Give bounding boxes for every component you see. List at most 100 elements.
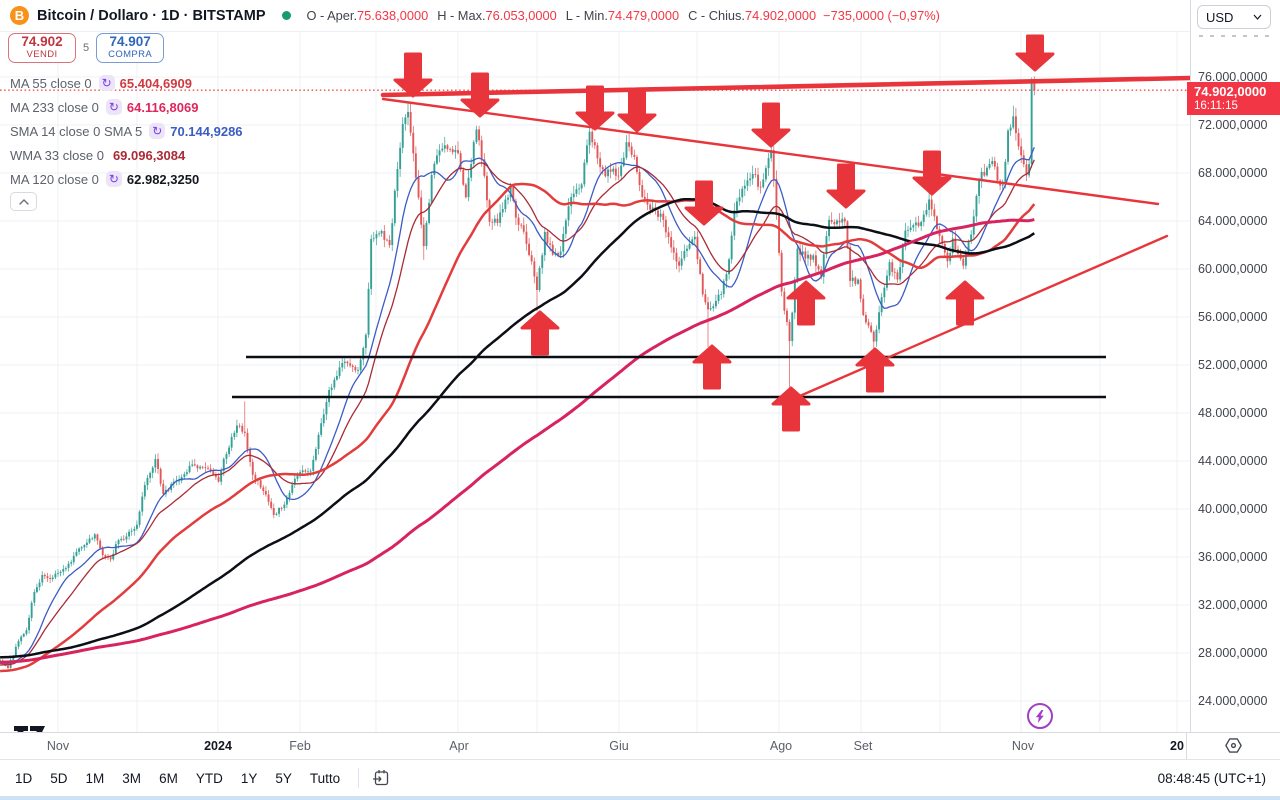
ohlc-high-label: H - Max. xyxy=(437,8,486,23)
annotation-arrow-up[interactable] xyxy=(771,386,811,432)
annotation-arrow-up[interactable] xyxy=(855,347,895,393)
ma-line-sma-14 xyxy=(0,147,1035,665)
trade-widget: 74.902 VENDI 5 74.907 COMPRA xyxy=(8,33,165,63)
range-button-6m[interactable]: 6M xyxy=(150,766,187,791)
buy-button[interactable]: 74.907 COMPRA xyxy=(96,33,165,63)
sell-price: 74.902 xyxy=(21,34,63,50)
annotation-arrow-down[interactable] xyxy=(460,72,500,118)
annotation-arrow-up[interactable] xyxy=(786,280,826,326)
calendar-arrow-icon xyxy=(373,770,389,786)
indicator-row-3[interactable]: SMA 14 close 0 SMA 5 ↻ 70.144,9286 xyxy=(10,119,243,143)
price-axis-label: 68.000,0000 xyxy=(1198,165,1268,180)
indicator-label: WMA 33 close 0 xyxy=(10,147,104,163)
bottom-toolbar: 1D 5D 1M 3M 6M YTD 1Y 5Y Tutto 08:48:45 (UTC+1) xyxy=(0,759,1280,796)
drawing-annotations xyxy=(0,34,1190,432)
price-axis-label: 60.000,0000 xyxy=(1198,261,1268,276)
market-open-dot xyxy=(281,11,291,20)
sell-button[interactable]: 74.902 VENDI xyxy=(8,33,76,63)
currency-dropdown[interactable]: USD xyxy=(1197,5,1271,29)
annotation-arrow-down[interactable] xyxy=(751,102,791,148)
indicator-value: 70.144,9286 xyxy=(170,123,243,139)
bottom-accent-strip xyxy=(0,796,1280,800)
range-button-5d[interactable]: 5D xyxy=(41,766,76,791)
legend-collapse-button[interactable] xyxy=(10,192,37,211)
annotation-arrow-down[interactable] xyxy=(617,87,657,133)
bitcoin-icon: B xyxy=(10,6,29,25)
price-axis[interactable]: USD 76.000,0000 72.000,0000 68.000,0000 64.… xyxy=(1187,0,1280,732)
ohlc-item-open: O - Aper.75.638,0000 xyxy=(307,8,429,23)
time-axis-label: 20 xyxy=(1170,739,1184,753)
boost-lightning-badge[interactable] xyxy=(1027,703,1053,729)
time-axis[interactable]: Nov 2024 Feb Apr Giu Ago Set Nov 20 xyxy=(0,732,1280,759)
go-to-date-button[interactable] xyxy=(368,765,394,791)
chart-settings-button[interactable] xyxy=(1222,736,1244,758)
ma-line-wma-33 xyxy=(0,159,1035,666)
indicator-value: 65.404,6909 xyxy=(119,75,192,91)
annotation-arrow-down[interactable] xyxy=(684,180,724,226)
refresh-icon[interactable]: ↻ xyxy=(105,171,122,187)
annotation-arrow-down[interactable] xyxy=(826,163,866,209)
annotation-arrow-down[interactable] xyxy=(912,150,952,196)
chevron-down-icon xyxy=(1253,14,1262,20)
ma-line-ma-233 xyxy=(0,218,1035,664)
time-axis-label: Nov xyxy=(46,739,70,753)
range-button-tutto[interactable]: Tutto xyxy=(301,766,349,791)
indicator-legend: MA 55 close 0 ↻ 65.404,6909 MA 233 close 0 ↻… xyxy=(10,71,243,191)
time-axis-label: Ago xyxy=(769,739,793,753)
currency-label: USD xyxy=(1206,9,1234,25)
indicator-row-2[interactable]: MA 233 close 0 ↻ 64.116,8069 xyxy=(10,95,243,119)
time-axis-label: Set xyxy=(853,739,873,753)
descending-trendline[interactable] xyxy=(381,97,1160,206)
indicator-label: SMA 14 close 0 SMA 5 xyxy=(10,123,143,139)
time-axis-label: Apr xyxy=(449,739,469,753)
ohlc-low-value: 74.479,0000 xyxy=(607,8,680,23)
chart-header: B Bitcoin / Dollaro · 1D · BITSTAMP O - … xyxy=(0,0,1190,32)
price-axis-label: 48.000,0000 xyxy=(1198,405,1268,420)
range-button-5y[interactable]: 5Y xyxy=(266,766,301,791)
flat-top-resistance-line[interactable] xyxy=(380,75,1190,98)
range-button-1y[interactable]: 1Y xyxy=(232,766,267,791)
annotation-arrow-down[interactable] xyxy=(393,52,433,98)
ohlc-item-low: L - Min.74.479,0000 xyxy=(566,8,679,23)
lightning-icon xyxy=(1035,709,1044,723)
annotation-arrow-down[interactable] xyxy=(575,85,615,131)
range-button-ytd[interactable]: YTD xyxy=(187,766,232,791)
buy-price: 74.907 xyxy=(109,34,151,50)
annotation-arrow-up[interactable] xyxy=(692,344,732,390)
ohlc-high-value: 76.053,0000 xyxy=(485,8,557,23)
ascending-trendline[interactable] xyxy=(784,234,1169,404)
ohlc-close-label: C - Chius. xyxy=(688,8,745,23)
date-range-buttons: 1D 5D 1M 3M 6M YTD 1Y 5Y Tutto xyxy=(6,766,349,791)
range-button-1m[interactable]: 1M xyxy=(77,766,114,791)
axis-scroll-handle[interactable] xyxy=(1199,35,1269,37)
price-axis-label: 56.000,0000 xyxy=(1198,309,1268,324)
range-button-3m[interactable]: 3M xyxy=(113,766,150,791)
ma-line-ma-55 xyxy=(0,182,1036,673)
price-axis-label: 64.000,0000 xyxy=(1198,213,1268,228)
refresh-icon[interactable]: ↻ xyxy=(149,123,166,139)
current-price-label: 74.902,0000 16:11:15 xyxy=(1187,82,1280,116)
time-axis-label: Nov xyxy=(1011,739,1035,753)
annotation-arrow-up[interactable] xyxy=(945,280,985,326)
indicator-row-4[interactable]: WMA 33 close 0 69.096,3084 xyxy=(10,143,243,167)
refresh-icon[interactable]: ↻ xyxy=(98,75,115,91)
spread-value: 5 xyxy=(83,42,90,54)
gear-icon xyxy=(1224,738,1242,753)
indicator-row-5[interactable]: MA 120 close 0 ↻ 62.982,3250 xyxy=(10,167,243,191)
price-axis-label: 32.000,0000 xyxy=(1198,597,1268,612)
annotation-arrow-down[interactable] xyxy=(1015,34,1055,72)
indicator-row-1[interactable]: MA 55 close 0 ↻ 65.404,6909 xyxy=(10,71,243,95)
price-axis-label: 36.000,0000 xyxy=(1198,549,1268,564)
ohlc-item-close: C - Chius.74.902,0000 xyxy=(688,8,816,23)
time-axis-label: Feb xyxy=(289,739,311,753)
price-chart-canvas[interactable] xyxy=(0,0,1190,732)
refresh-icon[interactable]: ↻ xyxy=(105,99,122,115)
ohlc-item-high: H - Max.76.053,0000 xyxy=(437,8,557,23)
range-button-1d[interactable]: 1D xyxy=(6,766,41,791)
session-clock[interactable]: 08:48:45 (UTC+1) xyxy=(1157,770,1266,786)
ohlc-readout: O - Aper.75.638,0000 H - Max.76.053,0000 L… xyxy=(307,8,817,23)
annotation-arrow-up[interactable] xyxy=(520,310,560,356)
indicator-value: 69.096,3084 xyxy=(112,147,186,163)
symbol-title[interactable]: Bitcoin / Dollaro · 1D · BITSTAMP xyxy=(37,7,266,24)
price-axis-label: 76.000,0000 xyxy=(1198,69,1268,84)
